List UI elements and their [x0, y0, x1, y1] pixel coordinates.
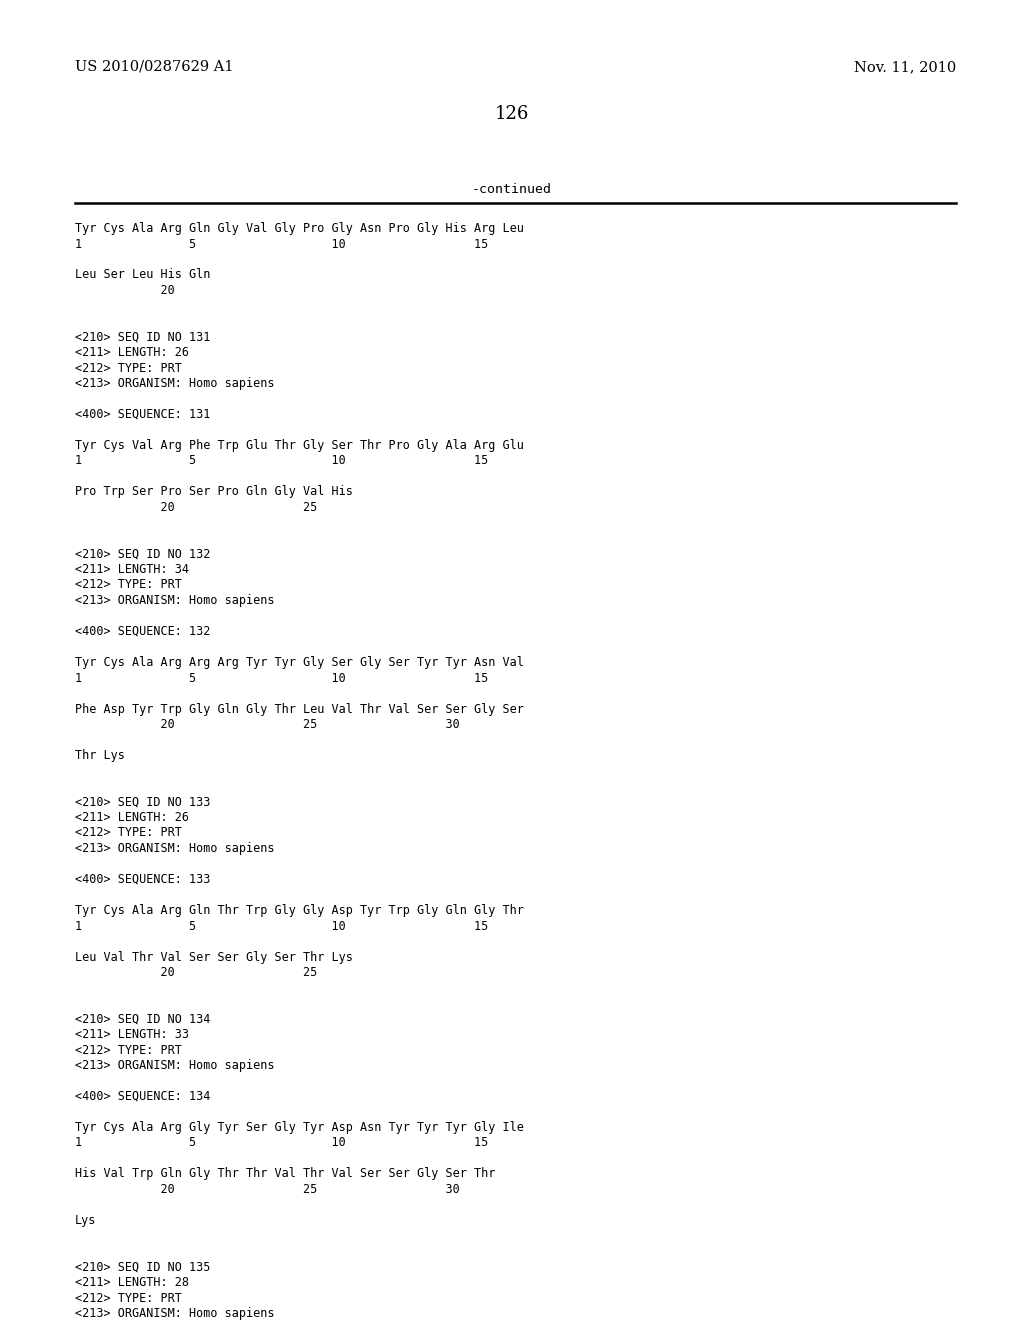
Text: <213> ORGANISM: Homo sapiens: <213> ORGANISM: Homo sapiens — [75, 1307, 274, 1320]
Text: <212> TYPE: PRT: <212> TYPE: PRT — [75, 826, 182, 840]
Text: <210> SEQ ID NO 131: <210> SEQ ID NO 131 — [75, 330, 210, 343]
Text: Leu Val Thr Val Ser Ser Gly Ser Thr Lys: Leu Val Thr Val Ser Ser Gly Ser Thr Lys — [75, 950, 353, 964]
Text: Tyr Cys Val Arg Phe Trp Glu Thr Gly Ser Thr Pro Gly Ala Arg Glu: Tyr Cys Val Arg Phe Trp Glu Thr Gly Ser … — [75, 440, 524, 451]
Text: 20                  25: 20 25 — [75, 502, 317, 513]
Text: <210> SEQ ID NO 132: <210> SEQ ID NO 132 — [75, 548, 210, 561]
Text: Leu Ser Leu His Gln: Leu Ser Leu His Gln — [75, 268, 210, 281]
Text: <210> SEQ ID NO 133: <210> SEQ ID NO 133 — [75, 796, 210, 808]
Text: <211> LENGTH: 34: <211> LENGTH: 34 — [75, 564, 189, 576]
Text: Tyr Cys Ala Arg Gln Thr Trp Gly Gly Asp Tyr Trp Gly Gln Gly Thr: Tyr Cys Ala Arg Gln Thr Trp Gly Gly Asp … — [75, 904, 524, 917]
Text: 20: 20 — [75, 284, 175, 297]
Text: -continued: -continued — [472, 183, 552, 195]
Text: <213> ORGANISM: Homo sapiens: <213> ORGANISM: Homo sapiens — [75, 378, 274, 389]
Text: His Val Trp Gln Gly Thr Thr Val Thr Val Ser Ser Gly Ser Thr: His Val Trp Gln Gly Thr Thr Val Thr Val … — [75, 1167, 496, 1180]
Text: Tyr Cys Ala Arg Gln Gly Val Gly Pro Gly Asn Pro Gly His Arg Leu: Tyr Cys Ala Arg Gln Gly Val Gly Pro Gly … — [75, 222, 524, 235]
Text: 1               5                   10                  15: 1 5 10 15 — [75, 454, 488, 467]
Text: Pro Trp Ser Pro Ser Pro Gln Gly Val His: Pro Trp Ser Pro Ser Pro Gln Gly Val His — [75, 486, 353, 499]
Text: <211> LENGTH: 28: <211> LENGTH: 28 — [75, 1276, 189, 1290]
Text: 20                  25                  30: 20 25 30 — [75, 1183, 460, 1196]
Text: 20                  25                  30: 20 25 30 — [75, 718, 460, 731]
Text: <212> TYPE: PRT: <212> TYPE: PRT — [75, 362, 182, 375]
Text: <400> SEQUENCE: 134: <400> SEQUENCE: 134 — [75, 1090, 210, 1104]
Text: Tyr Cys Ala Arg Arg Arg Tyr Tyr Gly Ser Gly Ser Tyr Tyr Asn Val: Tyr Cys Ala Arg Arg Arg Tyr Tyr Gly Ser … — [75, 656, 524, 669]
Text: <213> ORGANISM: Homo sapiens: <213> ORGANISM: Homo sapiens — [75, 594, 274, 607]
Text: 1               5                   10                  15: 1 5 10 15 — [75, 1137, 488, 1150]
Text: Thr Lys: Thr Lys — [75, 748, 125, 762]
Text: <212> TYPE: PRT: <212> TYPE: PRT — [75, 1291, 182, 1304]
Text: <213> ORGANISM: Homo sapiens: <213> ORGANISM: Homo sapiens — [75, 842, 274, 855]
Text: 1               5                   10                  15: 1 5 10 15 — [75, 920, 488, 932]
Text: <210> SEQ ID NO 134: <210> SEQ ID NO 134 — [75, 1012, 210, 1026]
Text: Lys: Lys — [75, 1214, 96, 1228]
Text: <400> SEQUENCE: 133: <400> SEQUENCE: 133 — [75, 873, 210, 886]
Text: 1               5                   10                  15: 1 5 10 15 — [75, 672, 488, 685]
Text: <212> TYPE: PRT: <212> TYPE: PRT — [75, 1044, 182, 1056]
Text: 20                  25: 20 25 — [75, 966, 317, 979]
Text: Tyr Cys Ala Arg Gly Tyr Ser Gly Tyr Asp Asn Tyr Tyr Tyr Gly Ile: Tyr Cys Ala Arg Gly Tyr Ser Gly Tyr Asp … — [75, 1121, 524, 1134]
Text: Phe Asp Tyr Trp Gly Gln Gly Thr Leu Val Thr Val Ser Ser Gly Ser: Phe Asp Tyr Trp Gly Gln Gly Thr Leu Val … — [75, 702, 524, 715]
Text: <400> SEQUENCE: 131: <400> SEQUENCE: 131 — [75, 408, 210, 421]
Text: US 2010/0287629 A1: US 2010/0287629 A1 — [75, 59, 233, 74]
Text: 1               5                   10                  15: 1 5 10 15 — [75, 238, 488, 251]
Text: <211> LENGTH: 33: <211> LENGTH: 33 — [75, 1028, 189, 1041]
Text: <211> LENGTH: 26: <211> LENGTH: 26 — [75, 346, 189, 359]
Text: <212> TYPE: PRT: <212> TYPE: PRT — [75, 578, 182, 591]
Text: <213> ORGANISM: Homo sapiens: <213> ORGANISM: Homo sapiens — [75, 1059, 274, 1072]
Text: <211> LENGTH: 26: <211> LENGTH: 26 — [75, 810, 189, 824]
Text: <400> SEQUENCE: 132: <400> SEQUENCE: 132 — [75, 624, 210, 638]
Text: <210> SEQ ID NO 135: <210> SEQ ID NO 135 — [75, 1261, 210, 1274]
Text: Nov. 11, 2010: Nov. 11, 2010 — [854, 59, 956, 74]
Text: 126: 126 — [495, 106, 529, 123]
